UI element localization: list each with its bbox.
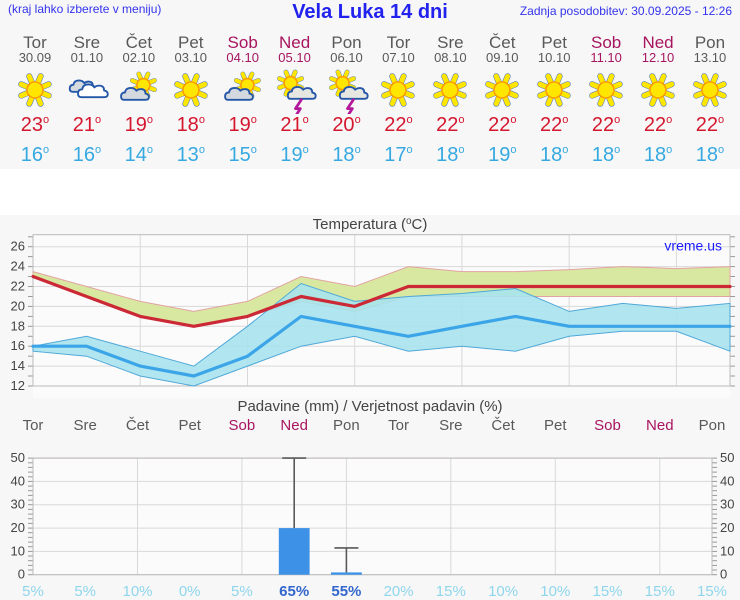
svg-text:10: 10 bbox=[720, 543, 734, 558]
svg-text:30: 30 bbox=[11, 497, 25, 512]
svg-text:5%: 5% bbox=[22, 583, 44, 600]
svg-text:Čet: Čet bbox=[491, 417, 515, 434]
svg-text:10%: 10% bbox=[488, 583, 518, 600]
svg-text:15%: 15% bbox=[645, 583, 675, 600]
svg-text:Tor: Tor bbox=[23, 417, 44, 434]
svg-text:Padavine (mm) / Verjetnost pad: Padavine (mm) / Verjetnost padavin (%) bbox=[237, 400, 502, 415]
svg-text:0%: 0% bbox=[179, 583, 201, 600]
svg-text:12: 12 bbox=[11, 378, 25, 393]
svg-text:Pet: Pet bbox=[544, 417, 567, 434]
svg-text:Sob: Sob bbox=[229, 417, 256, 434]
svg-text:15%: 15% bbox=[697, 583, 727, 600]
svg-text:50: 50 bbox=[11, 450, 25, 465]
svg-text:14: 14 bbox=[11, 358, 25, 373]
svg-text:Ned: Ned bbox=[646, 417, 674, 434]
svg-text:Pon: Pon bbox=[333, 417, 360, 434]
svg-text:20: 20 bbox=[11, 298, 25, 313]
svg-text:Pet: Pet bbox=[178, 417, 201, 434]
svg-text:15%: 15% bbox=[592, 583, 622, 600]
svg-text:0: 0 bbox=[18, 567, 25, 582]
svg-text:65%: 65% bbox=[279, 583, 309, 600]
svg-text:22: 22 bbox=[11, 279, 25, 294]
svg-text:0: 0 bbox=[720, 567, 727, 582]
svg-text:30: 30 bbox=[720, 497, 734, 512]
svg-text:55%: 55% bbox=[331, 583, 361, 600]
svg-text:Pon: Pon bbox=[699, 417, 726, 434]
svg-text:Čet: Čet bbox=[126, 417, 150, 434]
svg-text:Ned: Ned bbox=[280, 417, 308, 434]
svg-text:18: 18 bbox=[11, 318, 25, 333]
svg-text:20%: 20% bbox=[384, 583, 414, 600]
svg-text:40: 40 bbox=[720, 473, 734, 488]
svg-text:Sre: Sre bbox=[74, 417, 97, 434]
svg-text:Sre: Sre bbox=[439, 417, 462, 434]
svg-text:15%: 15% bbox=[436, 583, 466, 600]
svg-text:vreme.us: vreme.us bbox=[664, 238, 722, 254]
svg-text:16: 16 bbox=[11, 338, 25, 353]
svg-text:Sob: Sob bbox=[594, 417, 621, 434]
svg-text:24: 24 bbox=[11, 259, 25, 274]
svg-text:Tor: Tor bbox=[388, 417, 409, 434]
svg-text:10%: 10% bbox=[540, 583, 570, 600]
svg-text:5%: 5% bbox=[74, 583, 96, 600]
svg-text:5%: 5% bbox=[231, 583, 253, 600]
svg-text:10: 10 bbox=[11, 543, 25, 558]
svg-text:40: 40 bbox=[11, 473, 25, 488]
svg-text:10%: 10% bbox=[122, 583, 152, 600]
svg-text:50: 50 bbox=[720, 450, 734, 465]
svg-text:26: 26 bbox=[11, 239, 25, 254]
svg-text:20: 20 bbox=[720, 520, 734, 535]
svg-text:20: 20 bbox=[11, 520, 25, 535]
